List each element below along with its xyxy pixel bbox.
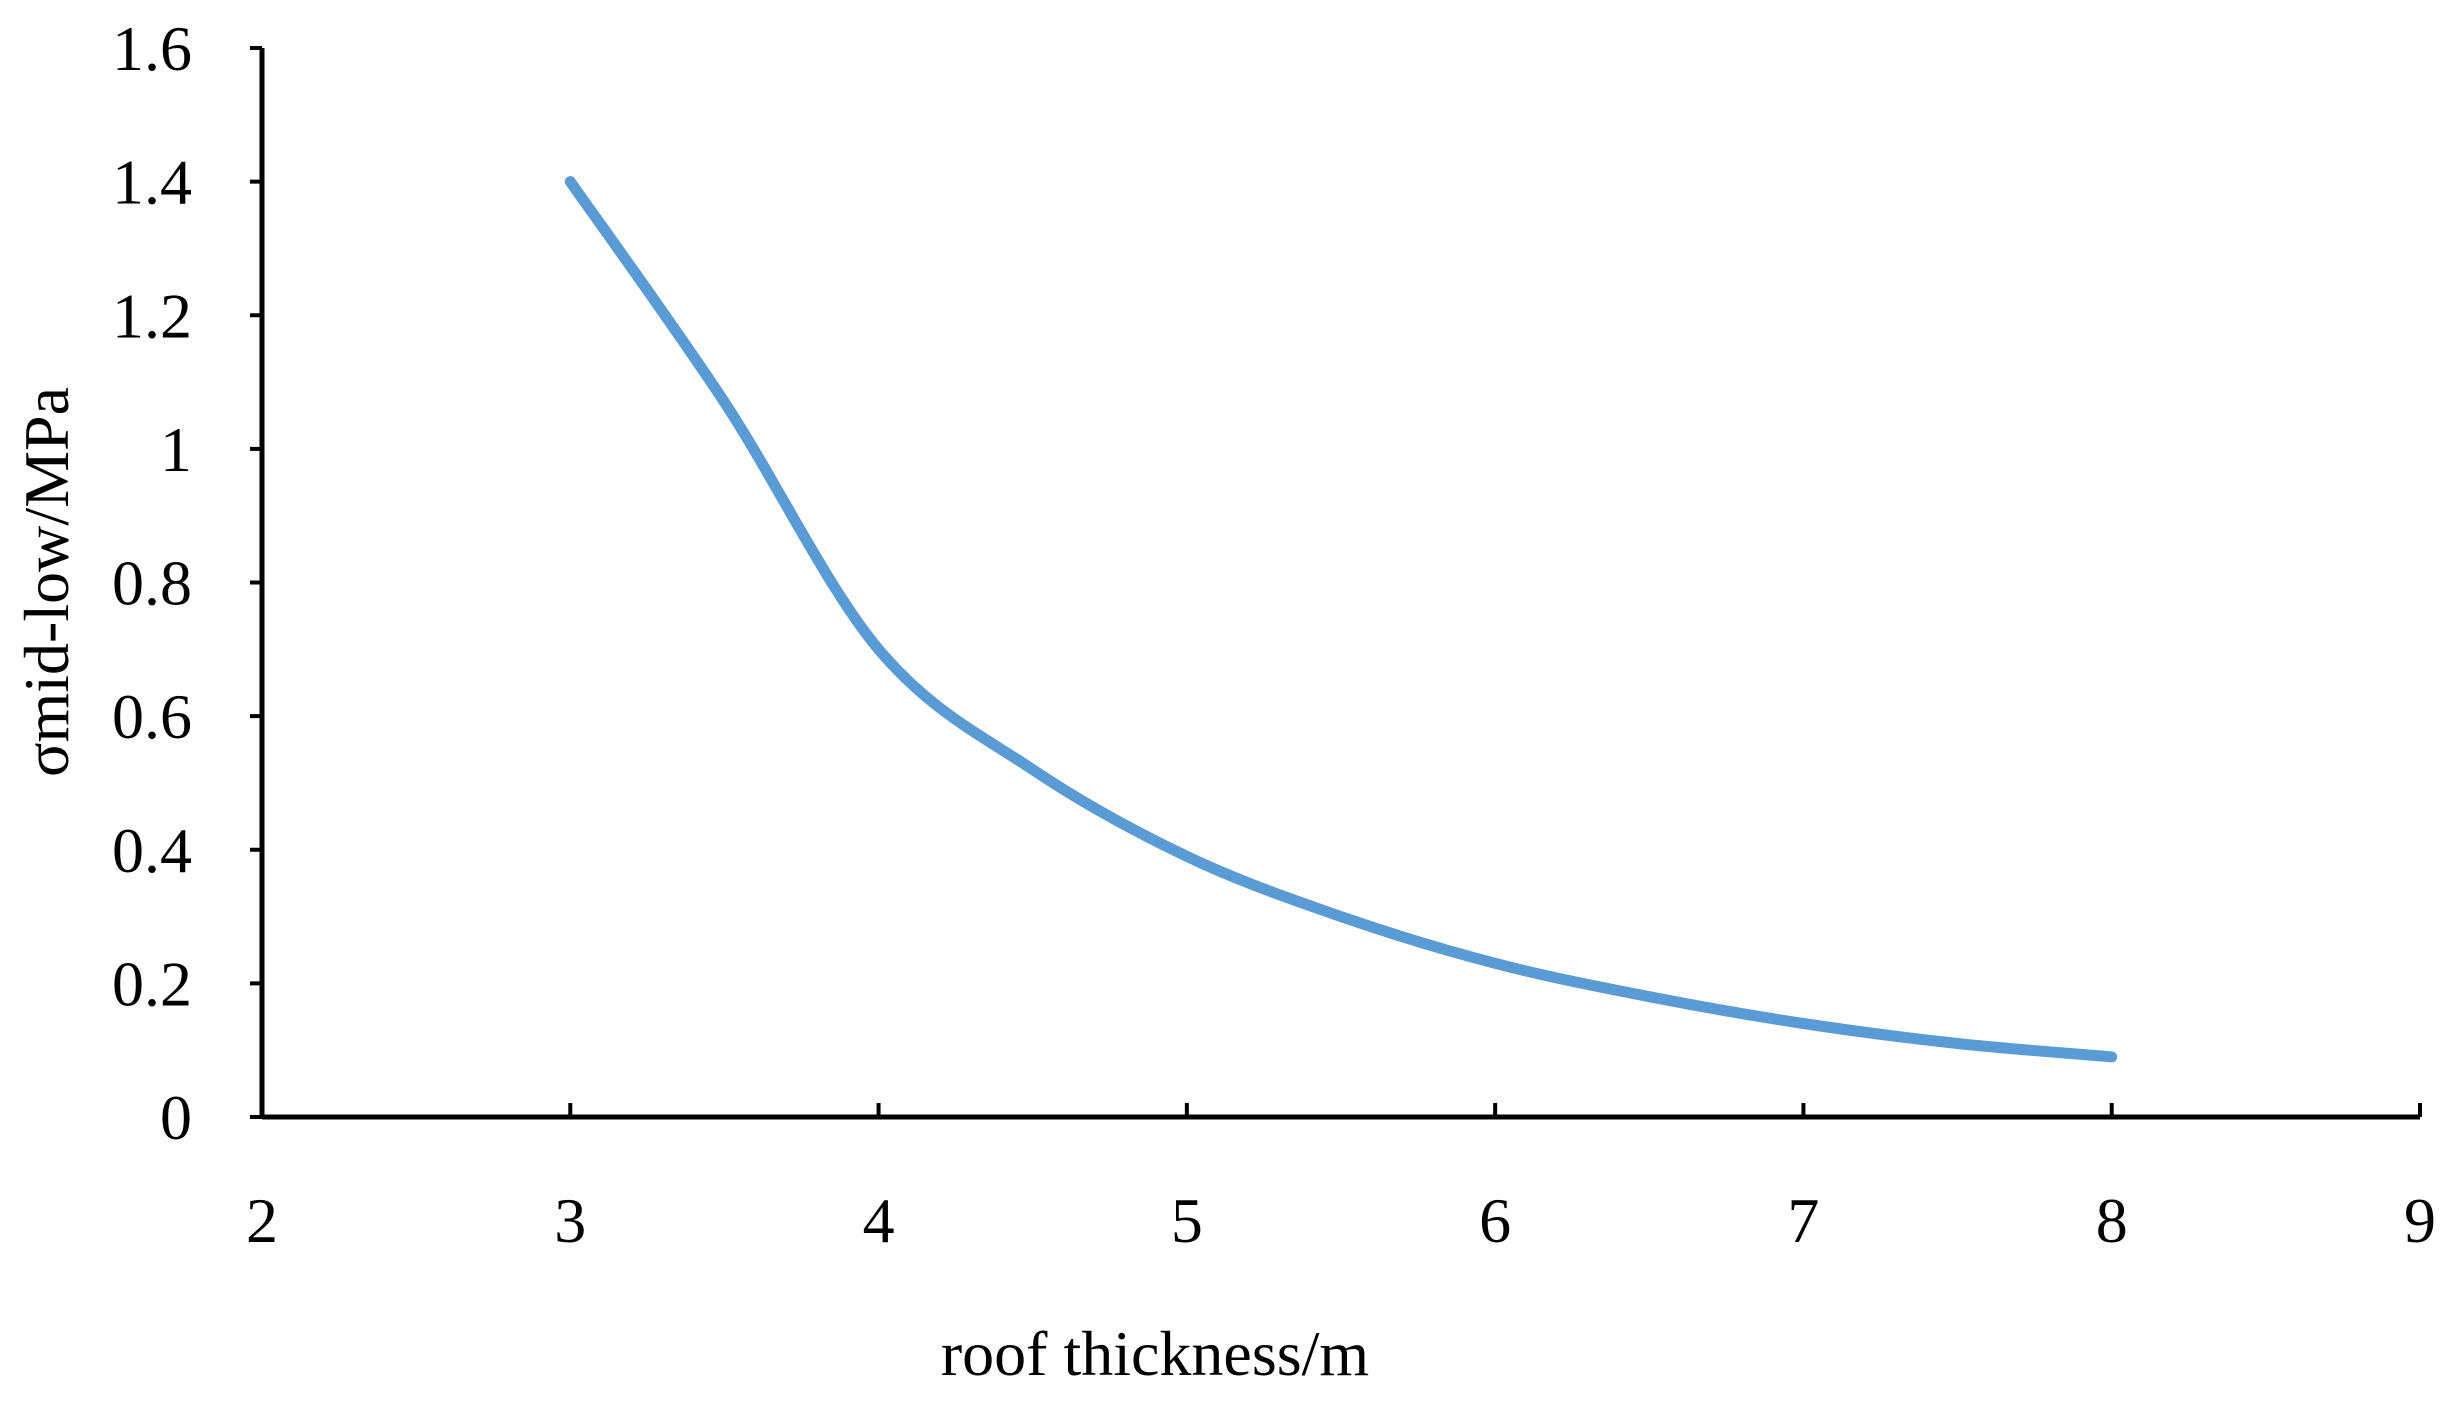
y-ticks: 0 0.2 0.4 0.6 0.8 1 1.2 1.4 1.6 (112, 13, 262, 1153)
x-tick-label: 3 (554, 1185, 586, 1256)
y-tick-label: 1.2 (112, 280, 192, 351)
x-tick-label: 4 (863, 1185, 895, 1256)
x-tick-label: 9 (2404, 1185, 2436, 1256)
x-tick-label: 8 (2096, 1185, 2128, 1256)
series-layer (564, 176, 2118, 1063)
x-tick-label: 5 (1171, 1185, 1203, 1256)
y-tick-label: 0.6 (112, 681, 192, 752)
y-tick-label: 0 (160, 1082, 192, 1153)
x-ticks: 2 3 4 5 6 7 8 9 (246, 1103, 2436, 1256)
x-axis-title: roof thickness/m (941, 1318, 1369, 1389)
y-axis-title: σmid-low/MPa (11, 387, 82, 777)
y-tick-label: 1 (160, 414, 192, 485)
y-tick-label: 0.2 (112, 948, 192, 1019)
x-tick-label: 6 (1479, 1185, 1511, 1256)
x-tick-label: 7 (1787, 1185, 1819, 1256)
y-tick-label: 0.8 (112, 548, 192, 619)
y-tick-label: 0.4 (112, 815, 192, 886)
x-tick-label: 2 (246, 1185, 278, 1256)
series-line-0 (564, 176, 2118, 1063)
y-tick-label: 1.6 (112, 13, 192, 84)
y-tick-label: 1.4 (112, 147, 192, 218)
